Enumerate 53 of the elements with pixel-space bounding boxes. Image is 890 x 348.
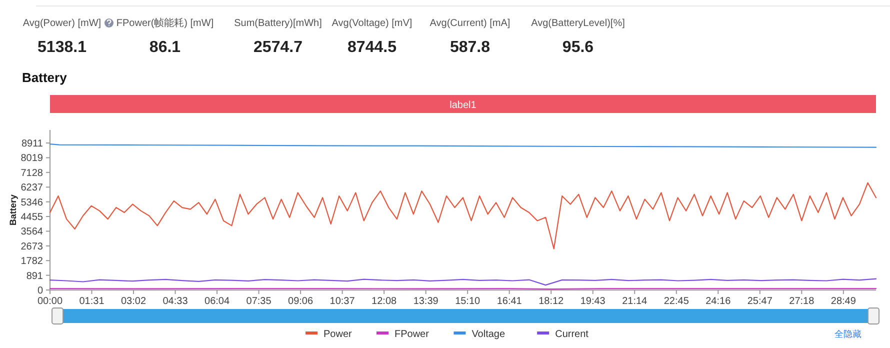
category-label: Avg(BatteryLevel)[%] xyxy=(531,18,626,29)
y-tick-label: 7128 xyxy=(20,168,44,179)
x-tick-label: 25:47 xyxy=(747,296,773,307)
x-tick-label: 28:49 xyxy=(830,296,856,307)
x-tick-label: 10:37 xyxy=(330,296,356,307)
legend-label: FPower xyxy=(394,329,430,340)
x-tick-label: 06:04 xyxy=(204,296,230,307)
y-tick-label: 891 xyxy=(26,270,44,282)
text: 全隐藏 xyxy=(834,329,862,339)
y-tick-label: 2673 xyxy=(20,241,44,252)
category-label: Sum(Battery)[mWh] xyxy=(234,18,322,29)
category-label: Avg(Voltage) [mV] xyxy=(332,18,412,29)
data-label: 8744.5 xyxy=(348,39,397,56)
y-tick-label: 0 xyxy=(37,286,44,296)
x-tick-label: 07:35 xyxy=(246,296,272,307)
x-tick-label: 12:08 xyxy=(372,296,398,307)
y-axis-title: Battery xyxy=(8,194,18,226)
y-tick-label: 6237 xyxy=(20,182,44,194)
y-tick-label: 1782 xyxy=(20,256,44,268)
data-label: 95.6 xyxy=(562,39,594,56)
line-series xyxy=(49,278,877,286)
x-tick-label: 16:41 xyxy=(496,296,522,307)
legend-label: Voltage xyxy=(472,329,506,340)
data-label: 587.8 xyxy=(450,39,490,56)
y-tick-label: 3564 xyxy=(20,226,44,238)
x-tick-label: 15:10 xyxy=(455,296,481,307)
data-label: 2574.7 xyxy=(254,39,303,56)
line-series xyxy=(49,182,877,250)
x-tick-label: 19:43 xyxy=(580,296,606,307)
x-tick-label: 21:14 xyxy=(622,296,648,307)
category-label: FPower(帧能耗) [mW] xyxy=(116,17,214,29)
x-tick-label: 04:33 xyxy=(162,296,188,307)
y-tick-label: 5346 xyxy=(20,197,44,208)
chart-title: Battery xyxy=(22,70,68,85)
y-tick-label: 4455 xyxy=(20,212,44,224)
x-tick-label: 24:16 xyxy=(706,296,732,307)
legend-label: Power xyxy=(324,329,353,340)
x-tick-label: 03:02 xyxy=(121,296,146,307)
x-tick-label: 18:12 xyxy=(538,296,564,307)
x-tick-label: 01:31 xyxy=(79,296,105,307)
x-tick-label: 00:00 xyxy=(37,296,63,307)
x-tick-label: 09:06 xyxy=(288,296,314,307)
x-tick-label: 13:39 xyxy=(413,296,439,307)
category-label: Avg(Power) [mW] xyxy=(22,18,102,29)
text: label1 xyxy=(450,100,477,111)
category-label: Avg(Current) [mA] xyxy=(430,18,510,29)
legend-label: Current xyxy=(555,329,589,340)
y-tick-label: 8019 xyxy=(20,153,44,164)
data-label: 86.1 xyxy=(149,39,181,56)
x-tick-label: 27:18 xyxy=(789,296,815,307)
x-tick-label: 22:45 xyxy=(664,296,690,307)
data-label: 5138.1 xyxy=(38,39,87,56)
y-tick-label: 8911 xyxy=(21,138,44,150)
